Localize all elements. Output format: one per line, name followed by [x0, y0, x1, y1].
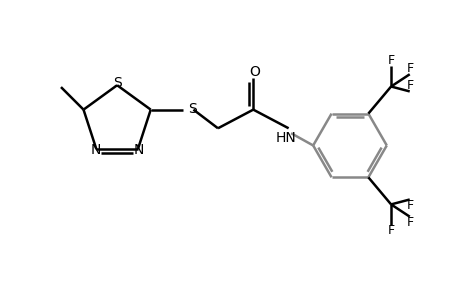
Text: N: N — [90, 143, 101, 157]
Text: F: F — [387, 53, 394, 67]
Text: F: F — [406, 199, 413, 212]
Text: HN: HN — [275, 131, 296, 145]
Text: O: O — [248, 65, 259, 79]
Text: F: F — [406, 79, 413, 92]
Text: F: F — [387, 224, 394, 237]
Text: S: S — [188, 102, 197, 116]
Text: F: F — [406, 216, 413, 229]
Text: N: N — [134, 143, 144, 157]
Text: S: S — [112, 76, 121, 90]
Text: F: F — [406, 62, 413, 75]
